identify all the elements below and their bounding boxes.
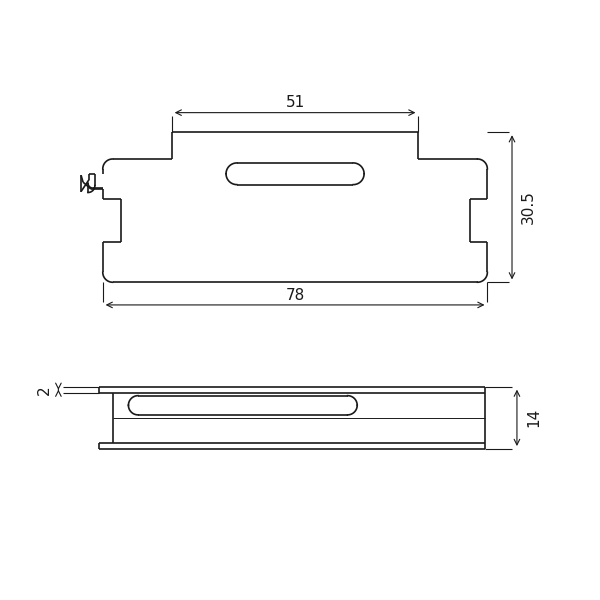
Text: 2: 2 (37, 385, 52, 395)
Text: 78: 78 (286, 287, 305, 302)
Text: 14: 14 (526, 408, 541, 427)
Text: 51: 51 (286, 95, 305, 110)
Text: 30.5: 30.5 (521, 190, 536, 224)
